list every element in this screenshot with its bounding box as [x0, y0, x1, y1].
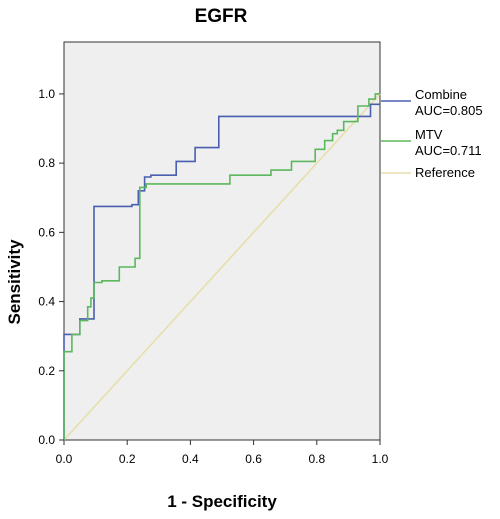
x-axis: 0.0 0.2 0.4 0.6 0.8 1.0 — [56, 440, 389, 466]
x-tick-label: 0.8 — [308, 452, 325, 466]
plot-area — [63, 41, 381, 441]
series-layer — [63, 93, 380, 440]
legend-label-mtv: MTV — [415, 127, 443, 142]
y-tick-label: 0.6 — [38, 225, 55, 239]
y-tick-label: 0.4 — [38, 295, 55, 309]
legend-label-combine: Combine — [415, 87, 467, 102]
series-line-reference — [63, 93, 381, 441]
chart-title: EGFR — [195, 6, 248, 27]
x-tick-label: 0.4 — [182, 452, 199, 466]
series-line-combine — [63, 103, 380, 440]
legend-auc-mtv: AUC=0.711 — [415, 143, 482, 158]
y-tick-label: 1.0 — [38, 87, 55, 101]
reference-layer — [63, 93, 381, 441]
series-line-mtv — [63, 93, 380, 440]
x-tick-label: 1.0 — [372, 452, 389, 466]
y-axis-title: Sensitivity — [5, 239, 24, 325]
legend-label-reference: Reference — [415, 165, 475, 180]
x-axis-title: 1 - Specificity — [167, 492, 277, 511]
legend-auc-combine: AUC=0.805 — [415, 103, 483, 118]
y-tick-label: 0.2 — [38, 364, 55, 378]
y-tick-label: 0.8 — [38, 156, 55, 170]
y-tick-label: 0.0 — [38, 433, 55, 447]
x-tick-label: 0.2 — [119, 452, 136, 466]
y-axis: 0.0 0.2 0.4 0.6 0.8 1.0 — [38, 87, 64, 447]
x-tick-label: 0.0 — [56, 452, 73, 466]
x-tick-label: 0.6 — [245, 452, 262, 466]
